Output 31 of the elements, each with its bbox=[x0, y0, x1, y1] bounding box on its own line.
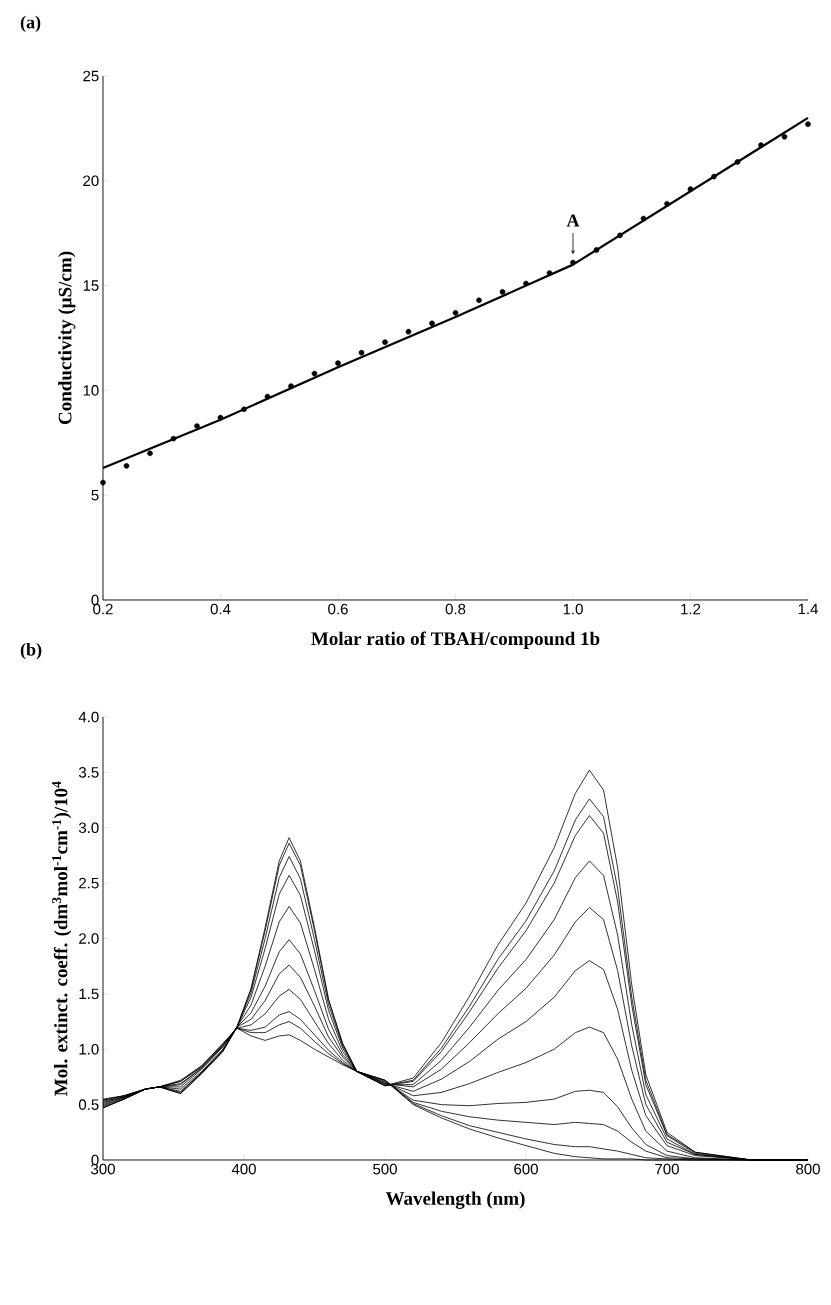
y-tick-label: 3.5 bbox=[78, 767, 99, 778]
x-tick-label: 800 bbox=[796, 1163, 820, 1175]
x-tick-label: 600 bbox=[514, 1163, 538, 1175]
y-axis-title: Conductivity (µS/cm) bbox=[58, 251, 76, 425]
y-tick-label: 2.5 bbox=[79, 877, 99, 889]
x-tick-label: 1.4 bbox=[798, 603, 818, 615]
x-tick-label: 0.4 bbox=[210, 603, 231, 615]
y-tick-label: 1.5 bbox=[79, 988, 99, 1000]
x-tick-label: 1.0 bbox=[563, 603, 583, 615]
y-tick-label: 10 bbox=[83, 385, 99, 396]
annotation: A bbox=[566, 214, 580, 227]
y-tick-label: 25 bbox=[83, 70, 99, 82]
x-tick-label: 500 bbox=[373, 1163, 397, 1175]
chart-title: (b) bbox=[20, 643, 42, 660]
x-tick-label: 0.6 bbox=[328, 603, 348, 615]
y-tick-label: 1.0 bbox=[79, 1043, 99, 1055]
y-tick-label: 0.5 bbox=[78, 1099, 99, 1110]
x-tick-label: 0.8 bbox=[445, 603, 466, 615]
x-axis-title: Wavelength (nm) bbox=[385, 1191, 525, 1209]
y-tick-label: 5 bbox=[91, 489, 99, 501]
chart-title: (a) bbox=[20, 15, 41, 33]
y-tick-label: 15 bbox=[83, 280, 99, 291]
x-tick-label: 400 bbox=[231, 1163, 256, 1175]
y-tick-label: 20 bbox=[83, 175, 99, 187]
y-tick-label: 4.0 bbox=[78, 711, 99, 723]
x-tick-label: 1.2 bbox=[681, 603, 701, 615]
x-tick-label: 700 bbox=[655, 1163, 679, 1175]
y-axis-title: Mol. extinct. coeff. (dm$^{3}$mol$^{-1}$cm$^{-1}$)/10$^{4}$ bbox=[52, 781, 72, 1096]
x-axis-title: Molar ratio of TBAH/compound 1b bbox=[311, 631, 600, 649]
y-tick-label: 3.0 bbox=[78, 822, 99, 834]
y-tick-label: 2.0 bbox=[79, 933, 99, 944]
